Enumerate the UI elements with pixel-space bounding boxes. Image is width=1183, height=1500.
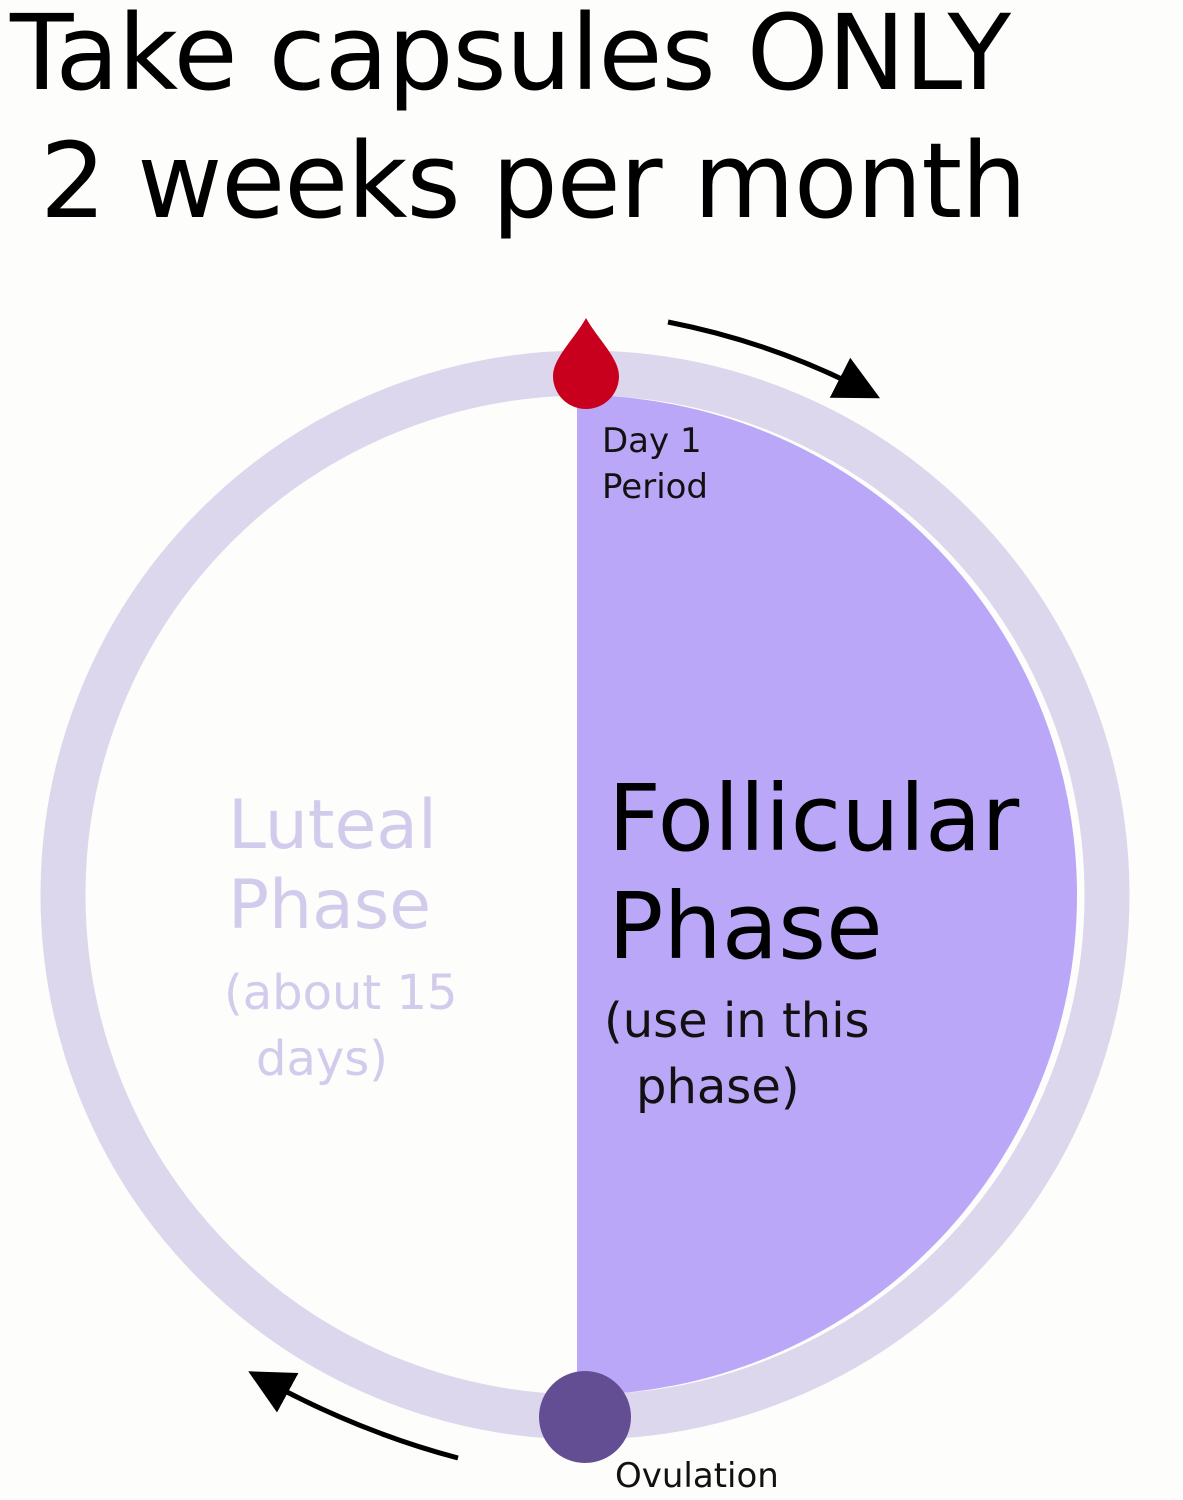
note-line-2: phase) xyxy=(636,1059,800,1115)
follicular-phase-area xyxy=(577,395,1077,1395)
return-arrow-icon xyxy=(248,1371,459,1461)
title-line-1: Take capsules ONLY xyxy=(10,0,1011,114)
period-label: Period xyxy=(602,467,709,507)
follicular-label: Follicular xyxy=(608,765,1020,872)
phase-label: Phase xyxy=(608,873,883,980)
title-line-2: 2 weeks per month xyxy=(40,120,1027,242)
clockwise-arrow-icon xyxy=(667,319,881,399)
blood-drop-icon xyxy=(553,318,619,409)
ovulation-label: Ovulation xyxy=(615,1456,779,1496)
phase-label: Phase xyxy=(228,866,432,945)
note-line-1: (about 15 xyxy=(224,965,458,1021)
follicular-phase-title: Follicular Phase xyxy=(608,765,1019,981)
note-line-1: (use in this xyxy=(604,993,870,1049)
ovulation-dot xyxy=(539,1371,631,1463)
day-label: Day 1 xyxy=(602,421,702,461)
note-line-2: days) xyxy=(256,1031,389,1087)
follicular-note: (use in this phase) xyxy=(604,988,870,1120)
luteal-phase-title: Luteal Phase xyxy=(228,786,437,946)
luteal-note: (about 15 days) xyxy=(224,960,458,1092)
day-1-label: Day 1 Period xyxy=(602,418,708,510)
luteal-label: Luteal xyxy=(228,786,437,865)
